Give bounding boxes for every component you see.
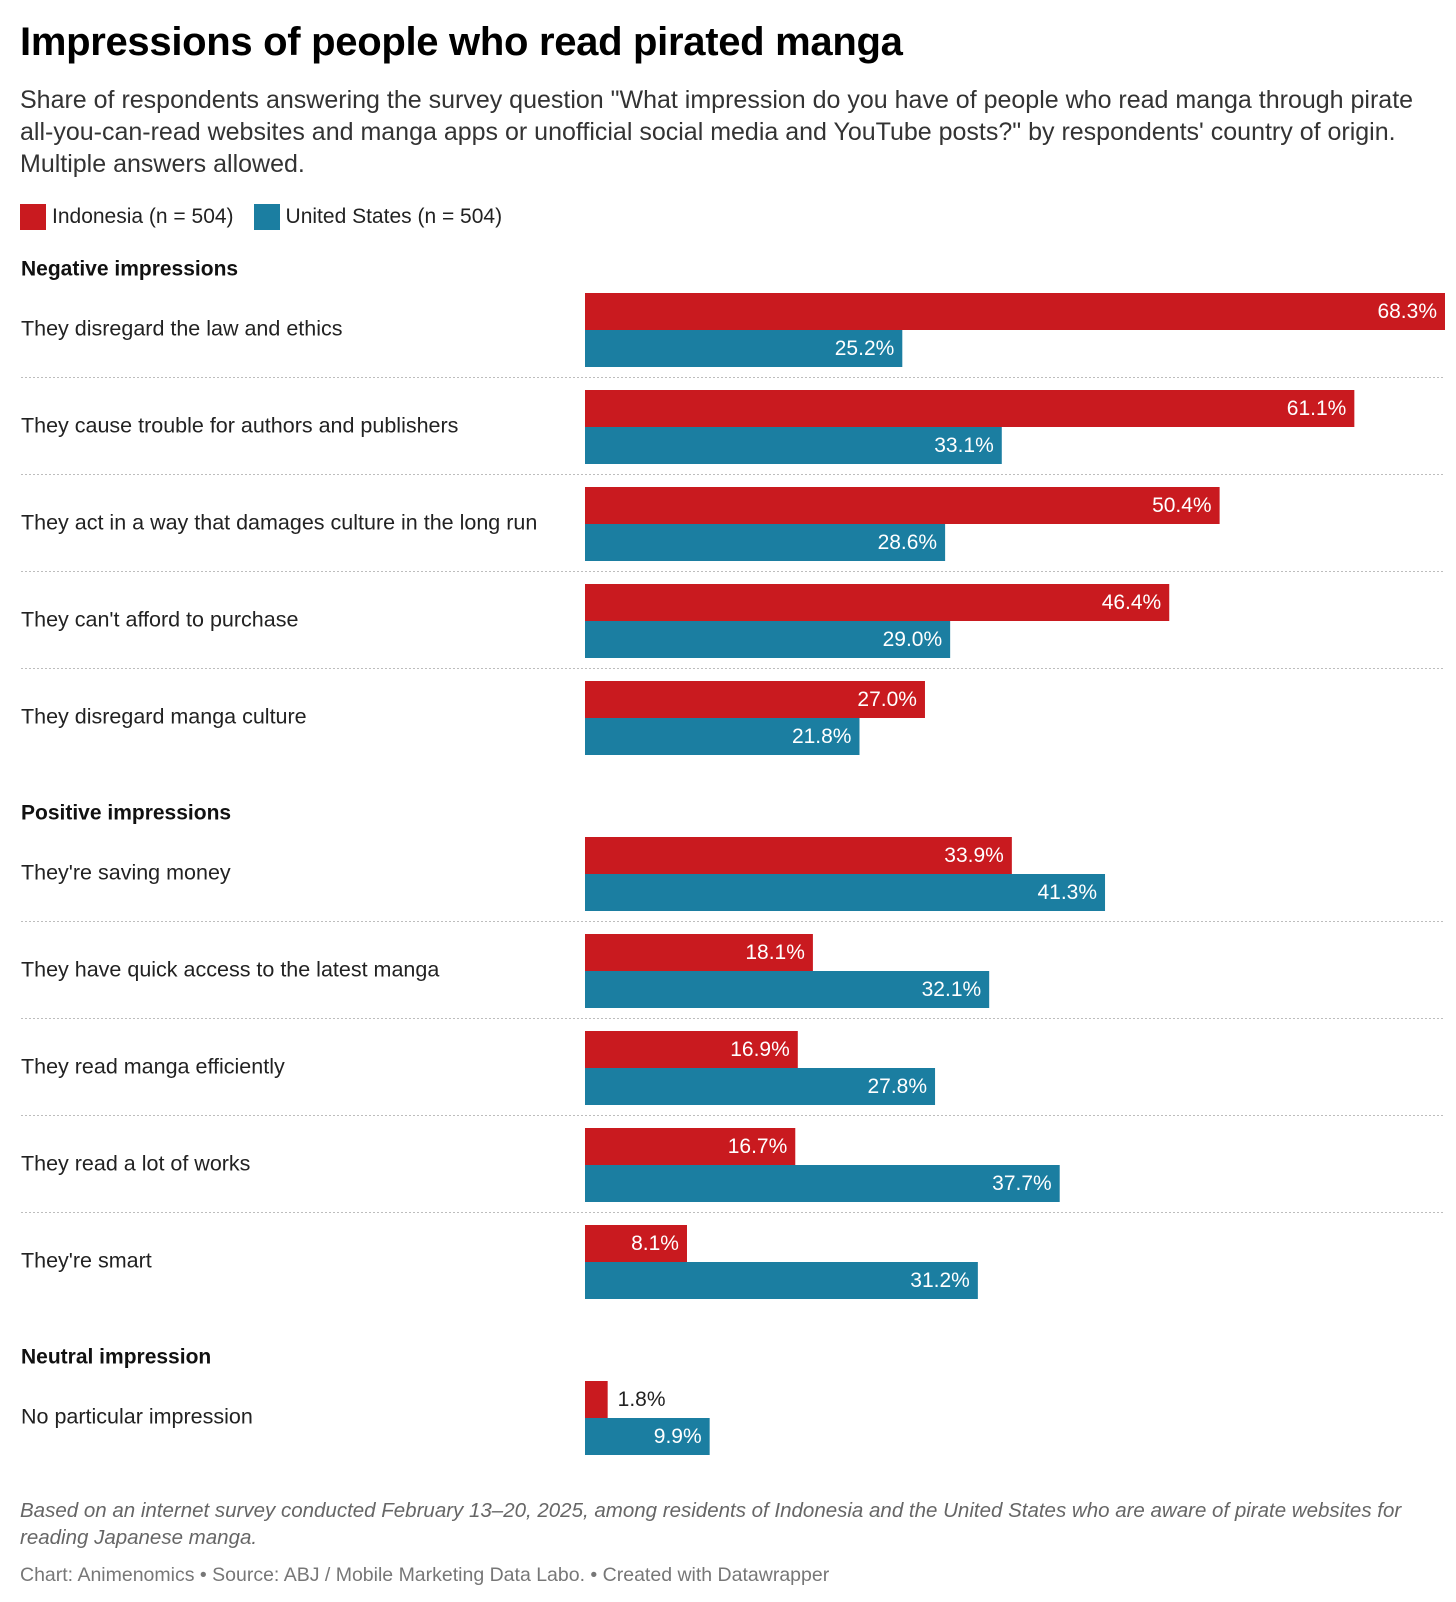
chart-notes: Based on an internet survey conducted Fe… [20,1499,1402,1549]
data-label-indonesia: 27.0% [857,688,917,711]
bar-united-states-they-cause-trouble-for-authors-and-publishers [585,427,1002,464]
data-label-indonesia: 16.7% [728,1135,788,1158]
legend-swatch-indonesia [20,204,46,230]
legend-label-indonesia: Indonesia (n = 504) [52,205,234,228]
data-label-united-states: 9.9% [654,1425,702,1448]
data-label-indonesia: 50.4% [1152,494,1212,517]
bar-indonesia-they-can-t-afford-to-purchase [585,584,1170,621]
category-label: They read a lot of works [21,1152,250,1176]
bar-united-states-they-disregard-the-law-and-ethics [585,330,903,367]
bar-indonesia-they-act-in-a-way-that-damages-culture-in-the-long-run [585,487,1220,524]
bar-chart: Negative impressions They disregard the l… [21,258,1445,1455]
chart-title: Impressions of people who read pirated m… [20,20,903,64]
group-heading-positive-impressions: Positive impressions [21,802,231,825]
data-label-indonesia: 16.9% [730,1038,790,1061]
data-label-indonesia: 68.3% [1377,300,1437,323]
category-label: They can't afford to purchase [21,608,298,632]
bar-indonesia-they-re-saving-money [585,837,1012,874]
legend-item-indonesia: Indonesia (n = 504) [20,204,234,230]
category-label: They read manga efficiently [21,1055,285,1079]
bar-united-states-they-have-quick-access-to-the-latest-manga [585,971,990,1008]
data-label-united-states: 37.7% [992,1172,1052,1195]
category-label: They disregard the law and ethics [21,317,342,341]
data-label-indonesia: 61.1% [1287,397,1347,420]
category-label: They cause trouble for authors and publi… [21,414,458,438]
bar-united-states-they-can-t-afford-to-purchase [585,621,951,658]
data-label-indonesia: 8.1% [631,1232,679,1255]
data-label-united-states: 21.8% [792,725,852,748]
category-label: They disregard manga culture [21,705,307,729]
data-label-indonesia: 33.9% [944,844,1004,867]
legend-swatch-united-states [253,204,280,230]
data-label-indonesia: 1.8% [618,1388,666,1411]
chart-credits: Chart: Animenomics • Source: ABJ / Mobil… [20,1564,830,1586]
bar-indonesia-they-read-a-lot-of-works [585,1128,796,1165]
category-label: They have quick access to the latest man… [21,958,439,982]
bar-united-states-they-read-a-lot-of-works [585,1165,1060,1202]
legend: Indonesia (n = 504) United States (n = 5… [20,202,522,232]
bar-indonesia-they-cause-trouble-for-authors-and-publishers [585,390,1355,427]
bar-indonesia-no-particular-impression [585,1381,608,1418]
bar-united-states-they-re-saving-money [585,874,1106,911]
bar-indonesia-they-read-manga-efficiently [585,1031,798,1068]
bar-united-states-they-read-manga-efficiently [585,1068,936,1105]
legend-label-united-states: United States (n = 504) [285,205,503,228]
bar-united-states-they-disregard-manga-culture [585,718,860,755]
bar-indonesia-they-disregard-the-law-and-ethics [585,293,1445,330]
bar-united-states-they-act-in-a-way-that-damages-culture-in-the-long-run [585,524,946,561]
data-label-indonesia: 46.4% [1102,591,1162,614]
data-label-united-states: 41.3% [1037,881,1097,904]
category-label: They're saving money [21,861,231,885]
data-label-united-states: 33.1% [934,434,994,457]
data-label-united-states: 27.8% [867,1075,927,1098]
legend-item-united-states: United States (n = 504) [253,204,503,230]
chart-subtitle: Share of respondents answering the surve… [20,86,1414,178]
bar-united-states-no-particular-impression [585,1418,710,1455]
category-label: No particular impression [21,1405,253,1429]
bar-indonesia-they-disregard-manga-culture [585,681,925,718]
data-label-united-states: 25.2% [835,337,895,360]
data-label-united-states: 32.1% [922,978,982,1001]
group-heading-neutral-impression: Neutral impression [21,1346,211,1369]
data-label-united-states: 28.6% [878,531,938,554]
data-label-united-states: 29.0% [883,628,943,651]
category-label: They act in a way that damages culture i… [21,511,537,535]
bar-indonesia-they-have-quick-access-to-the-latest-manga [585,934,813,971]
bar-indonesia-they-re-smart [585,1225,687,1262]
data-label-indonesia: 18.1% [745,941,805,964]
bar-united-states-they-re-smart [585,1262,978,1299]
category-label: They're smart [21,1249,152,1273]
group-heading-negative-impressions: Negative impressions [21,258,238,281]
data-label-united-states: 31.2% [910,1269,970,1292]
